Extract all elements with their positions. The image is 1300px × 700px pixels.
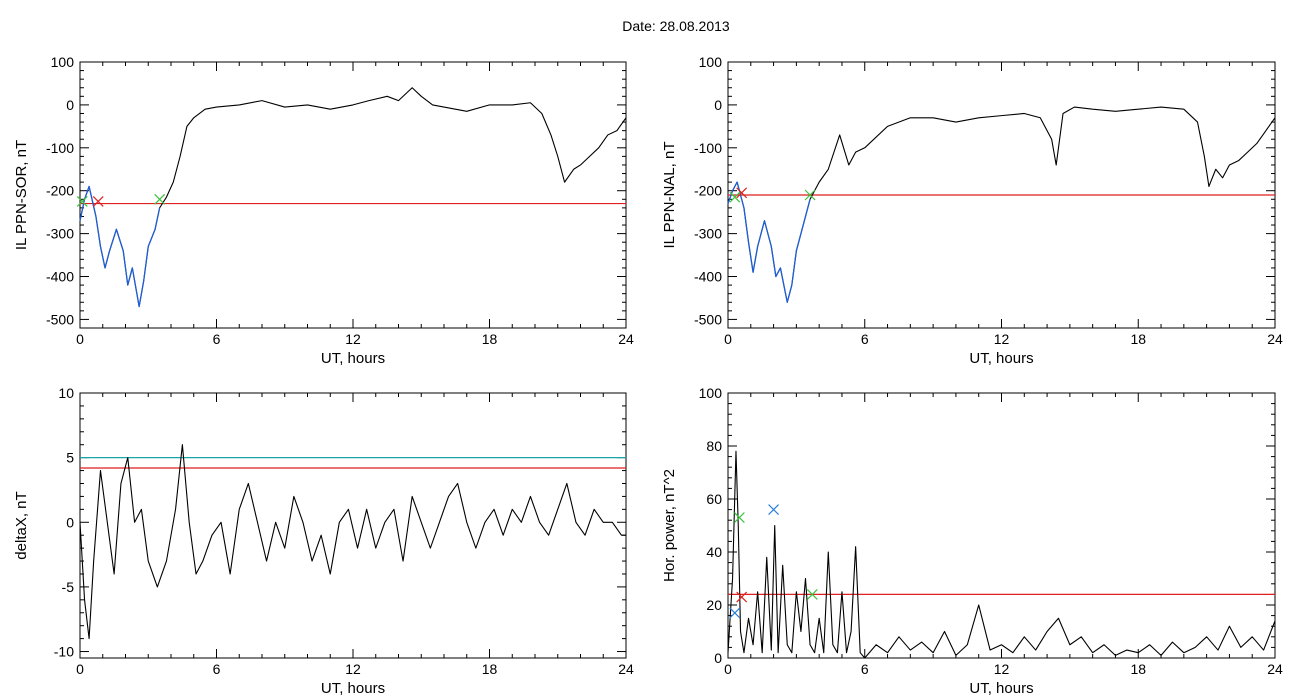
cross-marker-blue (729, 607, 741, 619)
cross-marker-green (733, 512, 745, 523)
y-tick-label: -400 (694, 269, 722, 285)
y-tick-label: 0 (714, 97, 722, 113)
cross-marker-stroke (733, 512, 745, 523)
series-line (727, 106, 1276, 303)
series-line (79, 444, 626, 640)
cross-marker-green (729, 191, 741, 203)
series-line-highlight (727, 181, 811, 303)
y-tick-label: -100 (46, 140, 74, 156)
x-tick-label: 6 (861, 661, 869, 677)
cross-marker-red (736, 187, 748, 199)
cross-marker-red (92, 196, 104, 207)
x-tick-label: 0 (724, 661, 732, 677)
x-tick-label: 24 (618, 331, 634, 347)
cross-marker-stroke (92, 196, 104, 207)
y-axis-title: deltaX, nT (13, 491, 30, 559)
cross-marker-stroke (768, 504, 780, 516)
cross-marker-stroke (729, 191, 741, 203)
x-axis-title: UT, hours (321, 350, 385, 367)
cross-marker-stroke (806, 588, 818, 600)
y-tick-label: -500 (46, 311, 74, 327)
y-tick-label: 5 (66, 450, 74, 466)
x-axis-title: UT, hours (321, 680, 385, 697)
cross-marker-green (76, 196, 88, 207)
cross-marker-stroke (736, 187, 748, 199)
y-tick-label: -500 (694, 311, 722, 327)
y-tick-label: 100 (51, 54, 75, 70)
x-tick-label: 12 (994, 661, 1010, 677)
plot-frame (79, 61, 627, 329)
y-tick-label: 0 (714, 650, 722, 666)
y-axis-title: Hor. power, nT^2 (661, 469, 678, 582)
cross-marker-stroke (729, 607, 741, 619)
x-tick-label: 18 (1130, 331, 1146, 347)
y-tick-label: 40 (706, 544, 722, 560)
y-tick-label: 10 (58, 385, 74, 401)
x-tick-label: 0 (76, 661, 84, 677)
x-tick-label: 24 (1267, 331, 1283, 347)
y-tick-label: -200 (694, 183, 722, 199)
y-tick-label: 0 (66, 97, 74, 113)
y-tick-label: 0 (66, 514, 74, 530)
plot-frame (727, 392, 1276, 659)
x-tick-label: 12 (994, 331, 1010, 347)
y-tick-label: -400 (46, 269, 74, 285)
panel-hor-power: 0 6 12 18 24 0 20 40 60 80 100 UT, hours Hor. power,… (661, 385, 1283, 697)
x-tick-label: 6 (861, 331, 869, 347)
x-tick-label: 0 (724, 331, 732, 347)
cross-marker-stroke (154, 193, 166, 205)
cross-marker-blue (768, 504, 780, 516)
y-tick-label: -300 (46, 226, 74, 242)
cross-marker-green (806, 588, 818, 600)
cross-marker-stroke (736, 591, 748, 603)
cross-marker-green (154, 193, 166, 205)
y-tick-label: 100 (699, 385, 723, 401)
cross-marker-stroke (804, 189, 816, 201)
series-line (727, 450, 1276, 659)
plot-frame (79, 392, 627, 659)
panel-il-ppn-sor: 0 6 12 18 24 -500 -400 -300 -200 -100 0 100 UT, hour… (13, 54, 634, 367)
y-tick-label: -200 (46, 183, 74, 199)
panel-il-ppn-nal: 0 6 12 18 24 -500 -400 -300 -200 -100 0 100 UT, hour… (661, 54, 1283, 367)
x-tick-label: 6 (213, 661, 221, 677)
cross-marker-green (804, 189, 816, 201)
y-axis-title: IL PPN-NAL, nT (661, 142, 678, 249)
cross-marker-red (736, 591, 748, 603)
x-tick-label: 24 (1267, 661, 1283, 677)
x-tick-label: 18 (482, 331, 498, 347)
x-tick-label: 18 (1130, 661, 1146, 677)
x-tick-label: 12 (345, 331, 361, 347)
y-tick-label: -5 (62, 579, 75, 595)
page-title: Date: 28.08.2013 (622, 18, 730, 34)
panel-deltax: 0 6 12 18 24 -10 -5 0 5 10 UT, hours deltaX, nT (13, 385, 634, 697)
x-tick-label: 0 (76, 331, 84, 347)
y-tick-label: 20 (706, 597, 722, 613)
y-tick-label: -100 (694, 140, 722, 156)
y-tick-label: 60 (706, 491, 722, 507)
x-axis-title: UT, hours (969, 680, 1033, 697)
x-tick-label: 18 (482, 661, 498, 677)
x-axis-title: UT, hours (969, 350, 1033, 367)
cross-marker-stroke (76, 196, 88, 207)
y-tick-label: -300 (694, 226, 722, 242)
y-tick-label: 100 (699, 54, 723, 70)
x-tick-label: 6 (213, 331, 221, 347)
y-axis-title: IL PPN-SOR, nT (13, 140, 30, 250)
series-line-highlight (79, 185, 161, 308)
x-tick-label: 24 (618, 661, 634, 677)
y-tick-label: 80 (706, 438, 722, 454)
y-tick-label: -10 (54, 644, 74, 660)
x-tick-label: 12 (345, 661, 361, 677)
